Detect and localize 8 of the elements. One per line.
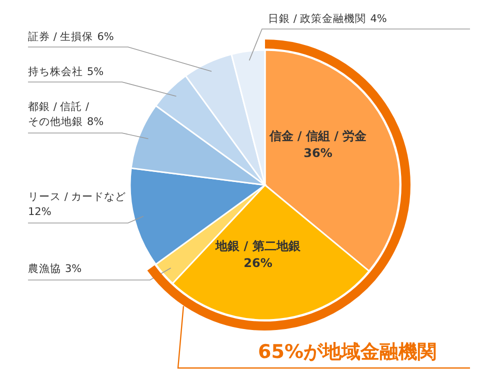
slice-label: 農漁協: [28, 262, 61, 275]
slice-label: 証券 / 生損保: [28, 30, 94, 43]
slice-label: 持ち株会社: [28, 65, 83, 78]
slice-label: 日銀 / 政策金融機関: [268, 13, 366, 25]
annotation: 65%が地域金融機関: [258, 341, 436, 363]
slice-label: 信金 / 信組 / 労金: [268, 129, 368, 143]
slice-label: リース / カードなど: [28, 191, 126, 203]
slice-label: 地銀 / 第二地銀: [214, 239, 302, 253]
